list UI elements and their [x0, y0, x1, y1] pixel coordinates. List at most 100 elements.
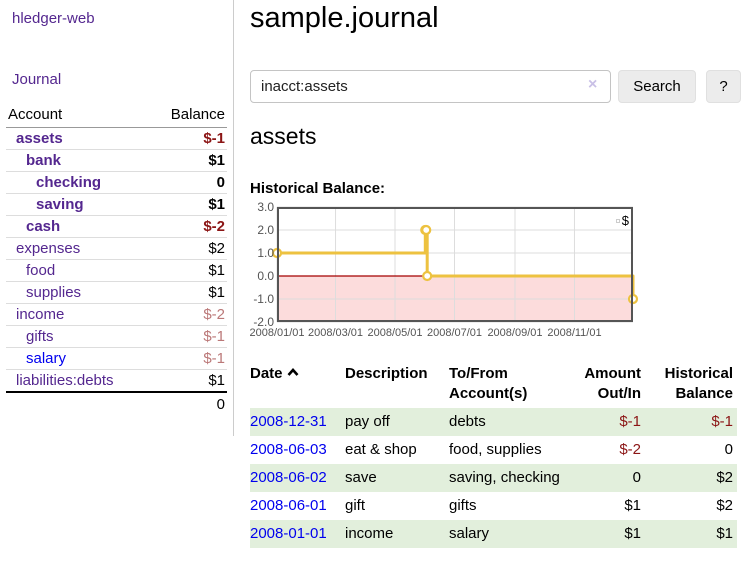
transaction-amount: $-2 — [619, 441, 641, 458]
x-axis-tick-label: 2008/01/01 — [249, 327, 305, 339]
account-row: bank $1 — [6, 150, 227, 172]
account-row: salary $-1 — [6, 348, 227, 370]
transaction-description: gift — [345, 497, 366, 514]
sidebar-account-link[interactable]: cash — [26, 218, 61, 235]
register-row: 2008-06-02 save saving, checking 0 $2 — [250, 464, 737, 492]
account-row: saving $1 — [6, 194, 227, 216]
x-axis-tick-label: 2008/03/01 — [307, 327, 364, 339]
transaction-balance: 0 — [724, 441, 733, 458]
register-table: Date Description To/From Account(s) Amoun… — [250, 362, 737, 548]
register-row: 2008-12-31 pay off debts $-1 $-1 — [250, 408, 737, 436]
y-axis-tick-label: 2.0 — [257, 223, 274, 237]
search-input[interactable] — [250, 70, 611, 103]
transaction-amount: 0 — [632, 469, 641, 486]
sidebar-account-link[interactable]: assets — [16, 130, 63, 147]
accounts-total-row: 0 — [6, 391, 227, 416]
account-balance: $1 — [208, 284, 225, 301]
register-header-date[interactable]: Date — [250, 362, 345, 408]
accounts-table: Account Balance assets $-1 bank $1 checking 0… — [6, 103, 227, 416]
transaction-description: pay off — [345, 413, 390, 430]
account-balance: $1 — [208, 262, 225, 279]
account-balance: $2 — [208, 240, 225, 257]
accounts-total-spacer — [6, 391, 151, 416]
register-header-row: Date Description To/From Account(s) Amoun… — [250, 362, 737, 408]
chart-plot-area: $ — [271, 206, 639, 323]
sidebar-account-link[interactable]: supplies — [26, 284, 82, 301]
chart-canvas — [271, 206, 639, 323]
x-axis-tick-label: 2008/09/01 — [487, 327, 543, 339]
sidebar-account-link[interactable]: bank — [26, 152, 62, 169]
y-axis-tick-label: 1.0 — [257, 246, 274, 260]
transaction-accounts: debts — [449, 413, 486, 430]
account-row: income $-2 — [6, 304, 227, 326]
sidebar-account-link[interactable]: checking — [36, 174, 102, 191]
transaction-amount: $-1 — [619, 413, 641, 430]
search-bar: × Search ? — [250, 70, 742, 103]
chart-title: Historical Balance: — [250, 180, 386, 197]
sidebar-account-link[interactable]: saving — [36, 196, 84, 213]
transaction-date-link[interactable]: 2008-01-01 — [250, 525, 327, 542]
clear-search-icon[interactable]: × — [588, 76, 598, 93]
transaction-description: save — [345, 469, 377, 486]
register-tbody: 2008-12-31 pay off debts $-1 $-1 2008-06-03 ea… — [250, 408, 737, 548]
y-axis-tick-label: 3.0 — [257, 200, 274, 214]
register-header-balance: Historical Balance — [664, 365, 733, 402]
transaction-amount: $1 — [624, 525, 641, 542]
balance-chart: $ 3.0 2.0 1.0 0.0 -1.0 -2.0 2008/01/01 2008/03/… — [249, 200, 742, 342]
register-row: 2008-06-03 eat & shop food, supplies $-2 0 — [250, 436, 737, 464]
y-axis-tick-label: -2.0 — [253, 315, 274, 329]
transaction-date-link[interactable]: 2008-12-31 — [250, 413, 327, 430]
transaction-description: eat & shop — [345, 441, 417, 458]
sidebar-account-link[interactable]: food — [26, 262, 56, 279]
account-balance: $-1 — [203, 350, 225, 367]
account-balance: $1 — [208, 196, 225, 213]
accounts-header-account: Account — [6, 103, 151, 128]
account-balance: $-2 — [203, 218, 225, 235]
register-row: 2008-01-01 income salary $1 $1 — [250, 520, 737, 548]
account-balance: 0 — [216, 174, 225, 191]
app-brand-link[interactable]: hledger-web — [12, 10, 95, 27]
transaction-date-link[interactable]: 2008-06-02 — [250, 469, 327, 486]
page-title: sample.journal — [250, 2, 439, 34]
account-row: supplies $1 — [6, 282, 227, 304]
help-button[interactable]: ? — [706, 70, 741, 103]
sidebar-account-link[interactable]: expenses — [16, 240, 81, 257]
account-row: expenses $2 — [6, 238, 227, 260]
sidebar-account-link[interactable]: gifts — [26, 328, 54, 345]
sidebar-item-journal[interactable]: Journal — [12, 71, 62, 88]
account-row: assets $-1 — [6, 128, 227, 150]
chart-legend: $ — [613, 212, 631, 229]
accounts-total-value: 0 — [150, 391, 227, 416]
account-balance: $-2 — [203, 306, 225, 323]
transaction-accounts: saving, checking — [449, 469, 560, 486]
sidebar-divider — [233, 0, 234, 436]
transaction-date-link[interactable]: 2008-06-01 — [250, 497, 327, 514]
transaction-accounts: food, supplies — [449, 441, 542, 458]
transaction-date-link[interactable]: 2008-06-03 — [250, 441, 327, 458]
account-balance: $1 — [208, 152, 225, 169]
sort-ascending-icon — [287, 368, 298, 376]
legend-swatch-icon — [615, 218, 620, 223]
account-row: gifts $-1 — [6, 326, 227, 348]
transaction-amount: $1 — [624, 497, 641, 514]
main-content: sample.journal × Search ? assets Histori… — [249, 0, 742, 582]
legend-label: $ — [621, 213, 629, 228]
y-axis-tick-label: 0.0 — [257, 269, 274, 283]
sidebar-account-link[interactable]: salary — [26, 350, 67, 367]
account-row: checking 0 — [6, 172, 227, 194]
account-row: cash $-2 — [6, 216, 227, 238]
transaction-balance: $2 — [716, 497, 733, 514]
account-balance: $-1 — [203, 328, 225, 345]
register-header-amount: Amount Out/In — [584, 365, 641, 402]
transaction-balance: $2 — [716, 469, 733, 486]
sidebar: hledger-web Journal Account Balance asse… — [0, 0, 233, 582]
register-row: 2008-06-01 gift gifts $1 $2 — [250, 492, 737, 520]
x-axis-tick-label: 2008/05/01 — [367, 327, 423, 339]
account-balance: $1 — [208, 372, 225, 389]
accounts-tbody: assets $-1 bank $1 checking 0 saving $1 cash $-2 e… — [6, 128, 227, 393]
sidebar-account-link[interactable]: liabilities:debts — [16, 372, 114, 389]
account-row: food $1 — [6, 260, 227, 282]
account-heading: assets — [250, 123, 317, 149]
search-button[interactable]: Search — [618, 70, 696, 103]
sidebar-account-link[interactable]: income — [16, 306, 65, 323]
